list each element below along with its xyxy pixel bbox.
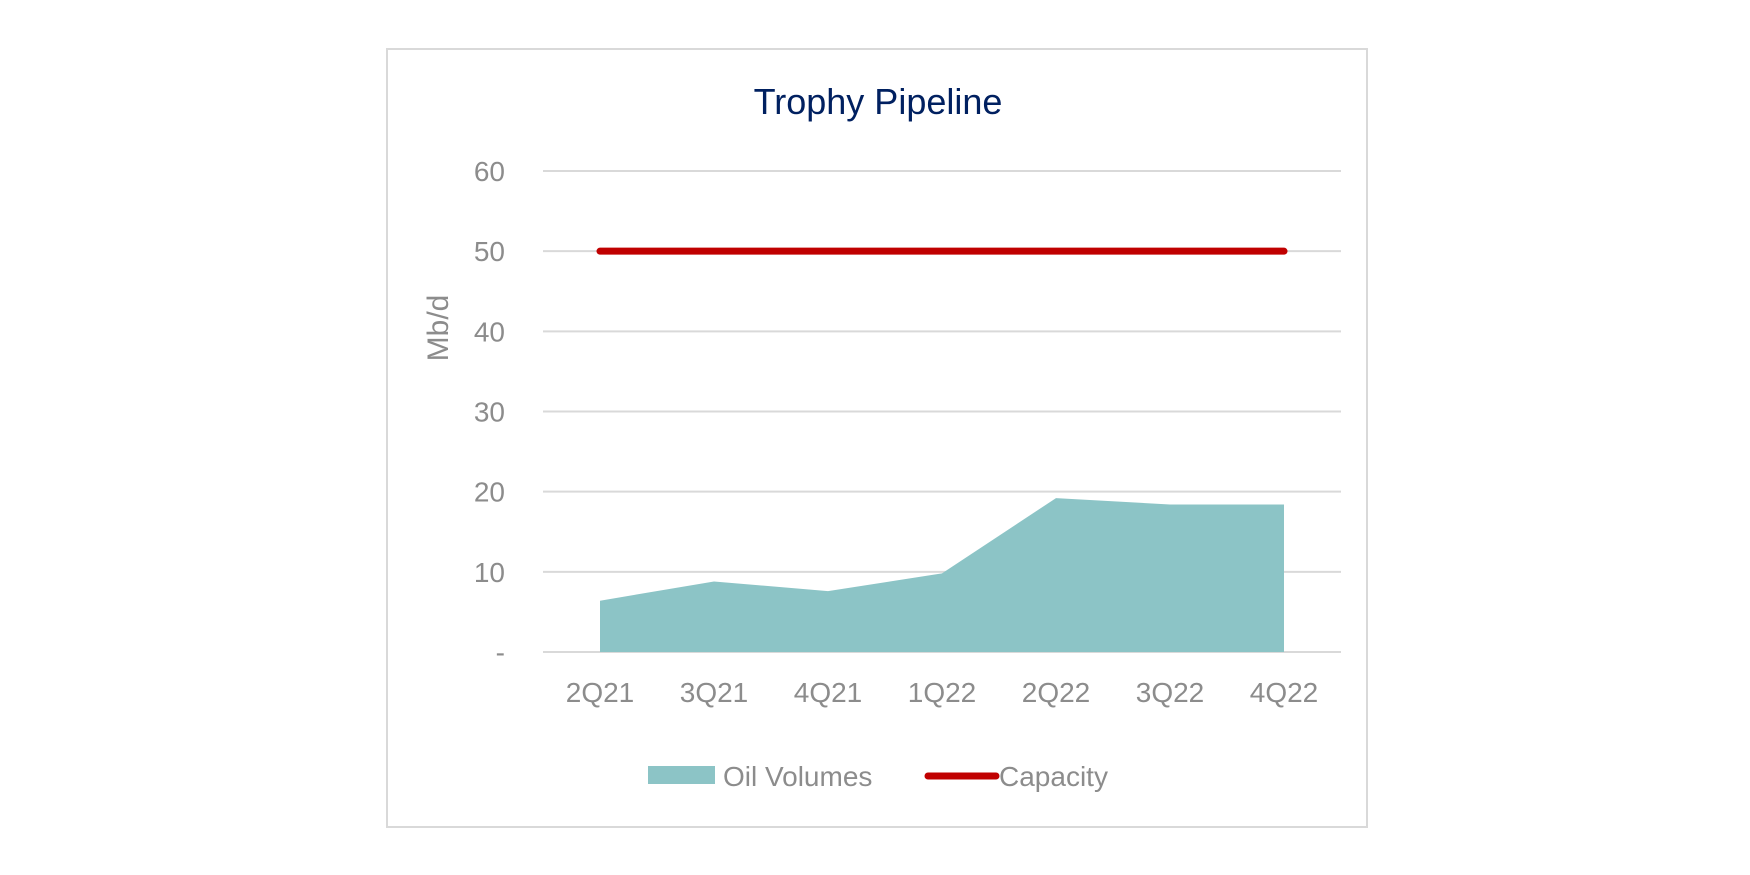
x-tick-label: 4Q22: [1250, 677, 1319, 708]
y-axis-ticks: - 10 20 30 40 50 60: [474, 156, 505, 668]
x-tick-label: 3Q21: [680, 677, 749, 708]
x-tick-label: 2Q21: [566, 677, 635, 708]
x-tick-label: 1Q22: [908, 677, 977, 708]
legend: Oil Volumes Capacity: [648, 761, 1108, 792]
y-tick-label: 10: [474, 557, 505, 588]
chart-frame: Trophy Pipeline - 10 20 30 40 50 60 2Q21 3Q21 4Q…: [386, 48, 1368, 828]
y-tick-label: 20: [474, 477, 505, 508]
y-tick-label: 30: [474, 397, 505, 428]
chart-title: Trophy Pipeline: [754, 81, 1003, 122]
y-tick-label: 40: [474, 316, 505, 347]
y-tick-label: 50: [474, 236, 505, 267]
x-tick-label: 4Q21: [794, 677, 863, 708]
legend-label-capacity: Capacity: [999, 761, 1108, 792]
oil-volumes-area: [600, 498, 1284, 652]
y-tick-label: -: [496, 637, 505, 668]
x-tick-label: 3Q22: [1136, 677, 1205, 708]
oil-volumes-series: [599, 498, 1285, 652]
x-axis-ticks: 2Q21 3Q21 4Q21 1Q22 2Q22 3Q22 4Q22: [566, 677, 1319, 708]
x-tick-label: 2Q22: [1022, 677, 1091, 708]
y-axis-label: Mb/d: [422, 295, 455, 362]
y-tick-label: 60: [474, 156, 505, 187]
legend-swatch-oil-volumes: [648, 766, 715, 784]
trophy-pipeline-chart: Trophy Pipeline - 10 20 30 40 50 60 2Q21 3Q21 4Q…: [422, 81, 1341, 792]
legend-label-oil-volumes: Oil Volumes: [723, 761, 872, 792]
